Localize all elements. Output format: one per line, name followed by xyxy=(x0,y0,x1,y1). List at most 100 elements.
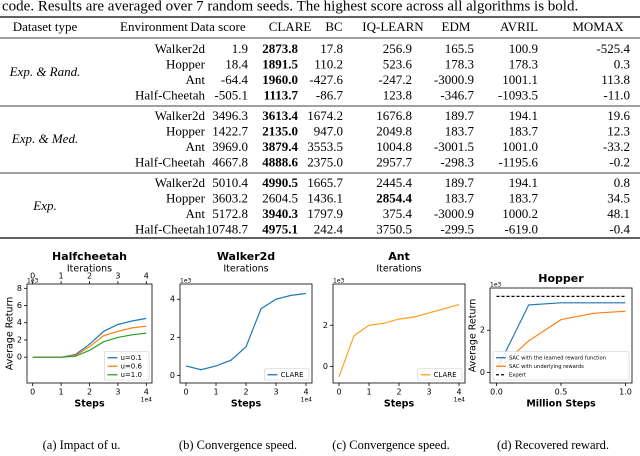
x-tick-label: 2 xyxy=(87,388,92,397)
series-line xyxy=(338,304,460,378)
table-cell: 183.7 xyxy=(509,123,539,138)
x-tick-label: 1.0 xyxy=(619,388,632,397)
y-tick-label: 2 xyxy=(480,326,485,335)
table-cell: 1674.2 xyxy=(307,108,343,123)
x-tick-label: 3 xyxy=(426,388,431,397)
table-header: MOMAX xyxy=(572,19,624,34)
y-axis-label: Average Return xyxy=(5,297,16,371)
environment: Hopper xyxy=(166,56,206,71)
table-cell: 256.9 xyxy=(383,41,412,56)
table-cell: 18.4 xyxy=(225,56,248,71)
table-cell: -33.2 xyxy=(603,139,630,154)
plot-frame xyxy=(179,283,313,384)
series-line xyxy=(32,332,147,358)
x-tick-label: 3 xyxy=(115,388,120,397)
table-cell: -3000.9 xyxy=(434,206,474,221)
top-tick-label: 2 xyxy=(87,272,92,281)
table-cell: 194.1 xyxy=(509,175,538,190)
table-cell: 242.4 xyxy=(314,221,344,236)
table-header: IQ-LEARN xyxy=(362,19,424,34)
table-cell: 2445.4 xyxy=(376,175,412,190)
top-axis-label: Iterations xyxy=(223,264,268,275)
y-offset-label: 1e3 xyxy=(490,282,502,289)
x-tick-label: 4 xyxy=(144,388,149,397)
x-tick-label: 0 xyxy=(183,388,188,397)
table-cell: 2957.7 xyxy=(376,154,412,169)
legend-box xyxy=(264,368,310,381)
table-header: BC xyxy=(325,19,342,34)
x-offset-label: 1e4 xyxy=(454,397,466,404)
table-cell: 1113.7 xyxy=(264,87,299,102)
environment: Hopper xyxy=(166,190,206,205)
x-offset-label: 1e4 xyxy=(301,397,313,404)
environment: Walker2d xyxy=(155,175,206,190)
table-cell: 165.5 xyxy=(445,41,474,56)
table-cell: 12.3 xyxy=(607,123,630,138)
x-axis-label: Steps xyxy=(74,399,105,410)
table-cell: 1004.8 xyxy=(376,139,412,154)
x-tick-label: 3 xyxy=(273,388,278,397)
table-cell: -298.3 xyxy=(440,154,474,169)
table-cell: -0.4 xyxy=(609,221,630,236)
table-header: Data score xyxy=(190,19,245,34)
y-tick-label: 0 xyxy=(323,362,328,371)
x-tick-label: 1 xyxy=(213,388,218,397)
table-cell: 1001.1 xyxy=(502,72,538,87)
dataset-type: Exp. xyxy=(32,198,56,213)
table-cell: 3496.3 xyxy=(212,108,248,123)
x-offset-label: 1e4 xyxy=(141,397,153,404)
table-cell: 194.1 xyxy=(509,108,538,123)
y-axis-label: Average Return xyxy=(468,299,479,373)
x-tick-label: 2 xyxy=(396,388,401,397)
environment: Ant xyxy=(186,139,206,154)
top-tick-label: 1 xyxy=(59,272,64,281)
table-cell: 3553.5 xyxy=(307,139,343,154)
table-cell: 2854.4 xyxy=(376,190,412,205)
legend-label: SAC with the learned reward function xyxy=(509,355,606,361)
caption-top: code. Results are averaged over 7 random… xyxy=(2,0,578,14)
table-cell: 5172.8 xyxy=(212,206,248,221)
legend-box xyxy=(417,368,463,381)
legend-label: u=0.1 xyxy=(121,354,142,362)
table-cell: 183.7 xyxy=(509,190,539,205)
y-tick-label: 2 xyxy=(17,335,22,344)
y-offset-label: 1e3 xyxy=(180,278,192,285)
x-tick-label: 2 xyxy=(243,388,248,397)
table-cell: -247.2 xyxy=(378,72,412,87)
y-tick-label: 6 xyxy=(17,301,22,310)
table-cell: 2375.0 xyxy=(307,154,343,169)
chart-title: Hopper xyxy=(538,272,584,285)
x-tick-label: 0 xyxy=(336,388,341,397)
environment: Half-Cheetah xyxy=(135,154,206,169)
subcaption: (a) Impact of u. xyxy=(43,438,121,452)
table-cell: -3000.9 xyxy=(434,72,474,87)
table-cell: 3613.4 xyxy=(262,108,298,123)
table-cell: 4975.1 xyxy=(262,221,298,236)
environment: Hopper xyxy=(166,123,206,138)
subcaption: (d) Recovered reward. xyxy=(497,438,609,452)
table-cell: 1001.0 xyxy=(502,139,538,154)
x-tick-label: 1 xyxy=(59,388,64,397)
table-cell: 3969.0 xyxy=(212,139,248,154)
table-cell: 1665.7 xyxy=(307,175,343,190)
table-cell: 0.3 xyxy=(614,56,630,71)
table-cell: 2049.8 xyxy=(376,123,412,138)
top-axis-label: Iterations xyxy=(67,264,112,275)
table-cell: 4888.6 xyxy=(262,154,298,169)
table-cell: 2604.5 xyxy=(262,190,298,205)
x-tick-label: 0.0 xyxy=(490,388,503,397)
table-cell: 1422.7 xyxy=(212,123,248,138)
legend-label: SAC with underlying rewards xyxy=(509,364,584,370)
table-cell: 123.8 xyxy=(383,87,412,102)
y-tick-label: 8 xyxy=(17,284,22,293)
table-cell: -525.4 xyxy=(596,41,630,56)
table-cell: -619.0 xyxy=(504,221,538,236)
table-cell: 4667.8 xyxy=(212,154,248,169)
table-cell: -505.1 xyxy=(214,87,248,102)
dataset-type: Exp. & Rand. xyxy=(9,64,81,79)
plot-frame xyxy=(332,283,466,384)
dataset-type: Exp. & Med. xyxy=(11,131,78,146)
table-cell: 189.7 xyxy=(445,108,475,123)
table-cell: 3879.4 xyxy=(262,139,298,154)
